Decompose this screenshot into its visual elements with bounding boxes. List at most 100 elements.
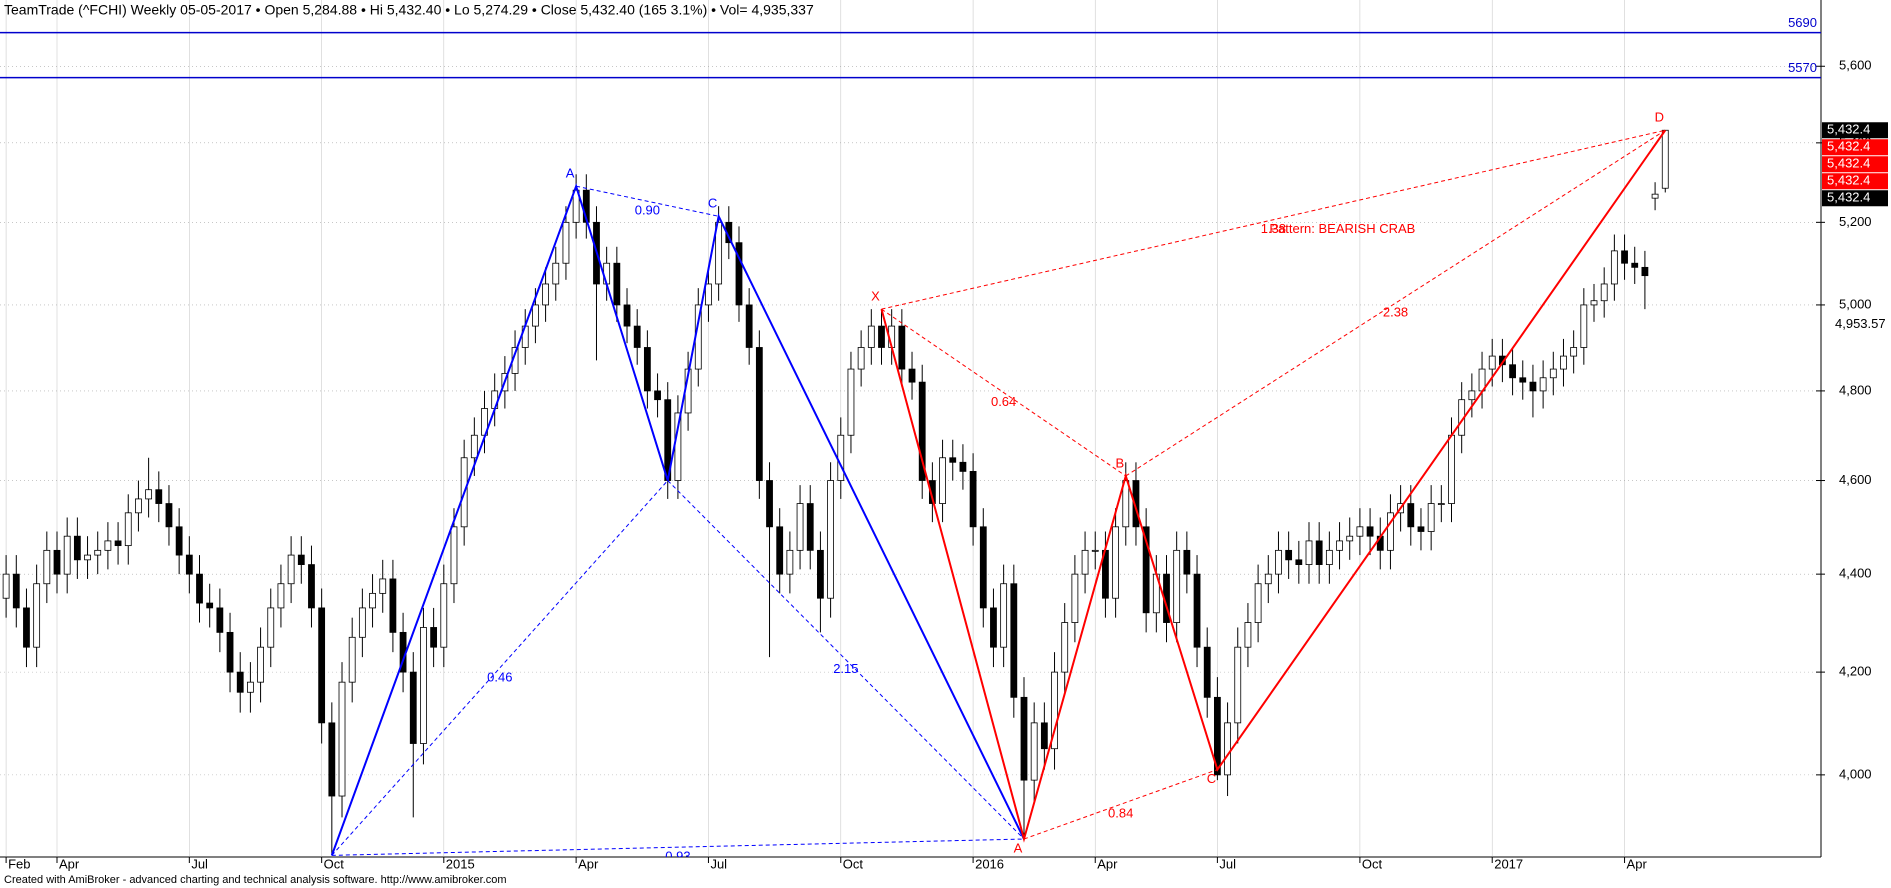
x-tick-label: Feb xyxy=(8,856,30,871)
ratio-label: 0.64 xyxy=(991,394,1016,409)
candle-body xyxy=(1427,503,1435,532)
price-box-label: 5,432.4 xyxy=(1827,122,1870,137)
candle-body xyxy=(338,681,346,797)
candle-body xyxy=(1325,549,1333,565)
candle-body xyxy=(654,390,661,401)
candle-body xyxy=(104,540,112,551)
y-tick-label: 5,200 xyxy=(1839,214,1872,229)
candle-body xyxy=(1193,573,1201,648)
ratio-line xyxy=(1023,769,1218,840)
candle-body xyxy=(1417,526,1425,532)
candle-body xyxy=(969,470,977,528)
candle-body xyxy=(1661,129,1669,189)
pattern-point-label: D xyxy=(1655,110,1664,125)
candle-body xyxy=(1346,535,1354,542)
candle-body xyxy=(155,489,163,504)
candle-body xyxy=(1071,573,1079,623)
candle-body xyxy=(1040,722,1048,750)
candle-body xyxy=(878,325,885,348)
price-box xyxy=(1822,139,1888,156)
ratio-line xyxy=(576,185,719,217)
candle-body xyxy=(1010,583,1018,698)
x-tick-label: Oct xyxy=(324,856,345,871)
ratio-label: 2.38 xyxy=(1383,305,1408,320)
candle-body xyxy=(623,304,631,327)
candle-body xyxy=(328,722,336,797)
x-tick-label: Apr xyxy=(1097,856,1118,871)
ratio-line xyxy=(1125,129,1666,477)
candle-body xyxy=(277,583,285,609)
candle-body xyxy=(1448,434,1455,504)
candle-body xyxy=(236,671,244,693)
price-box xyxy=(1822,122,1888,139)
candle-body xyxy=(94,549,102,556)
candle-body xyxy=(796,503,804,551)
candle-body xyxy=(358,607,366,638)
candle-body xyxy=(1213,696,1221,776)
x-tick-label: Jul xyxy=(710,856,727,871)
candle-body xyxy=(1590,300,1598,306)
candle-body xyxy=(806,503,814,551)
candle-body xyxy=(196,573,203,604)
candle-body xyxy=(979,526,987,609)
candle-body xyxy=(1081,549,1089,575)
x-tick-label: Oct xyxy=(1362,856,1383,871)
candle-body xyxy=(817,549,824,599)
ratio-label: 0.90 xyxy=(635,203,660,218)
candle-body xyxy=(257,646,264,683)
candle-body xyxy=(297,554,305,565)
candle-body xyxy=(1529,381,1537,392)
x-tick-label: 2016 xyxy=(975,856,1004,871)
candle-body xyxy=(1224,722,1231,776)
candle-body xyxy=(532,304,539,327)
candle-body xyxy=(1570,347,1578,357)
candle-body xyxy=(552,262,560,285)
candle-body xyxy=(1315,540,1323,565)
ratio-label: 1.38 xyxy=(1261,221,1286,236)
candle-body xyxy=(1519,377,1527,383)
candle-body xyxy=(1631,262,1639,268)
candle-body xyxy=(1275,549,1282,575)
candle-body xyxy=(1203,646,1211,698)
candle-body xyxy=(1560,355,1567,370)
candle-body xyxy=(1651,193,1659,199)
chart-title: TeamTrade (^FCHI) Weekly 05-05-2017 • Op… xyxy=(4,2,814,18)
candle-body xyxy=(633,325,641,348)
candle-body xyxy=(1305,540,1313,565)
level-label: 5690 xyxy=(1788,15,1817,30)
ratio-label: 2.15 xyxy=(833,661,858,676)
candle-body xyxy=(1091,549,1099,552)
candle-body xyxy=(1499,355,1506,366)
candle-body xyxy=(63,535,71,575)
candle-body xyxy=(135,498,142,514)
candle-body xyxy=(735,242,743,306)
candle-body xyxy=(1122,480,1130,528)
candle-body xyxy=(308,564,315,609)
candle-body xyxy=(165,503,173,528)
x-tick-label: Oct xyxy=(843,856,864,871)
candle-body xyxy=(715,221,723,285)
y-tick-label: 5,000 xyxy=(1839,296,1872,311)
candle-body xyxy=(2,573,10,599)
ratio-label: 0.46 xyxy=(487,669,512,684)
candle-body xyxy=(1030,722,1038,781)
candle-body xyxy=(1234,646,1242,724)
candle-body xyxy=(786,549,794,575)
candle-body xyxy=(1621,250,1628,264)
pattern-point-label: A xyxy=(566,166,575,181)
candle-body xyxy=(1051,671,1058,750)
candle-body xyxy=(12,573,20,609)
candle-body xyxy=(837,434,845,481)
price-box-label: 5,432.4 xyxy=(1827,173,1870,188)
candle-body xyxy=(867,325,875,348)
candle-body xyxy=(562,221,570,264)
candle-body xyxy=(1132,480,1140,528)
y-tick-label: 4,600 xyxy=(1839,472,1872,487)
y-tick-label: 5,600 xyxy=(1839,58,1872,73)
candle-body xyxy=(1407,503,1415,528)
candle-body xyxy=(216,607,224,633)
candle-body xyxy=(369,592,376,609)
candle-body xyxy=(776,526,784,575)
candle-body xyxy=(949,457,957,463)
